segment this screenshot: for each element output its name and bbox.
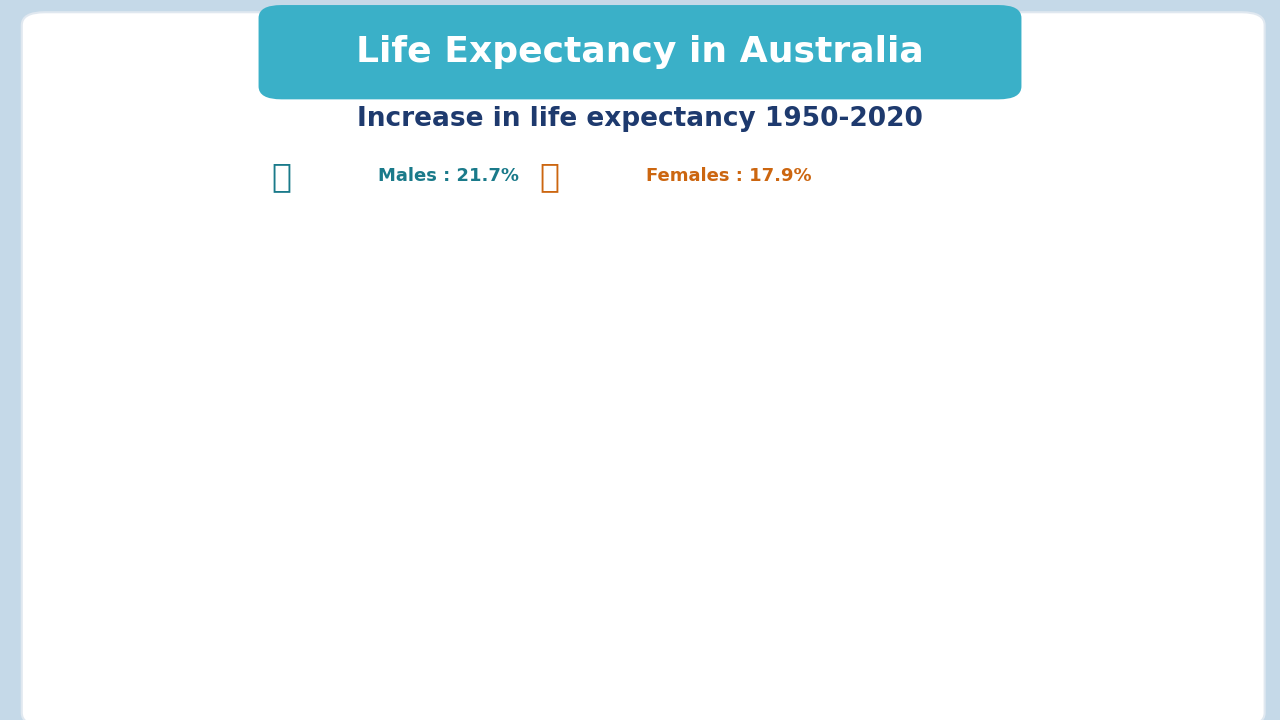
Point (448, 400, 468, 412)
Point (925, 348, 946, 359)
Point (831, 398, 851, 410)
Point (1212, 354, 1233, 366)
Point (210, 455, 230, 467)
Point (925, 387, 946, 398)
Point (1165, 329, 1185, 341)
Text: ⛹: ⛹ (271, 160, 292, 193)
Point (401, 446, 421, 458)
Point (114, 459, 134, 471)
Text: 85.22: 85.22 (1155, 280, 1233, 331)
Point (974, 381, 995, 392)
Point (306, 451, 326, 462)
Point (591, 428, 612, 439)
Text: 66.73: 66.73 (124, 471, 197, 522)
Point (1165, 359, 1185, 371)
Point (257, 413, 278, 424)
Text: Males : 21.7%: Males : 21.7% (378, 167, 518, 185)
Point (401, 404, 421, 415)
Point (353, 407, 374, 418)
Point (353, 449, 374, 460)
Point (831, 356, 851, 367)
Text: Increase in life expectancy 1950-2020: Increase in life expectancy 1950-2020 (357, 106, 923, 132)
Text: 81.21: 81.21 (1147, 356, 1233, 401)
Point (544, 389, 564, 400)
Point (306, 410, 326, 421)
Point (1021, 340, 1042, 351)
Point (1117, 332, 1138, 343)
FancyBboxPatch shape (259, 5, 1021, 99)
FancyBboxPatch shape (22, 12, 1265, 720)
Point (687, 371, 708, 382)
Point (640, 421, 660, 433)
Point (544, 434, 564, 446)
Point (114, 418, 134, 430)
Point (163, 457, 183, 469)
Point (1229, 353, 1249, 364)
Point (878, 392, 899, 403)
Text: ⛹︎: ⛹︎ (540, 160, 561, 193)
Point (497, 395, 517, 407)
Point (974, 343, 995, 355)
Point (735, 410, 755, 421)
Point (878, 351, 899, 363)
Point (783, 404, 804, 415)
Text: ▐: ▐ (266, 156, 297, 197)
Point (497, 440, 517, 451)
Point (1021, 375, 1042, 387)
Point (448, 444, 468, 456)
Point (640, 377, 660, 388)
Point (1117, 363, 1138, 374)
Point (1069, 369, 1089, 381)
Text: 72.29: 72.29 (123, 367, 186, 419)
Point (1069, 336, 1089, 347)
Point (783, 361, 804, 372)
Point (1229, 323, 1249, 335)
Point (687, 415, 708, 427)
Point (210, 415, 230, 426)
Point (1212, 325, 1233, 337)
Point (735, 366, 755, 377)
Point (257, 454, 278, 465)
Text: Life Expectancy in Australia: Life Expectancy in Australia (356, 35, 924, 69)
Point (591, 382, 612, 394)
Point (163, 417, 183, 428)
Text: Females : 17.9%: Females : 17.9% (646, 167, 812, 185)
